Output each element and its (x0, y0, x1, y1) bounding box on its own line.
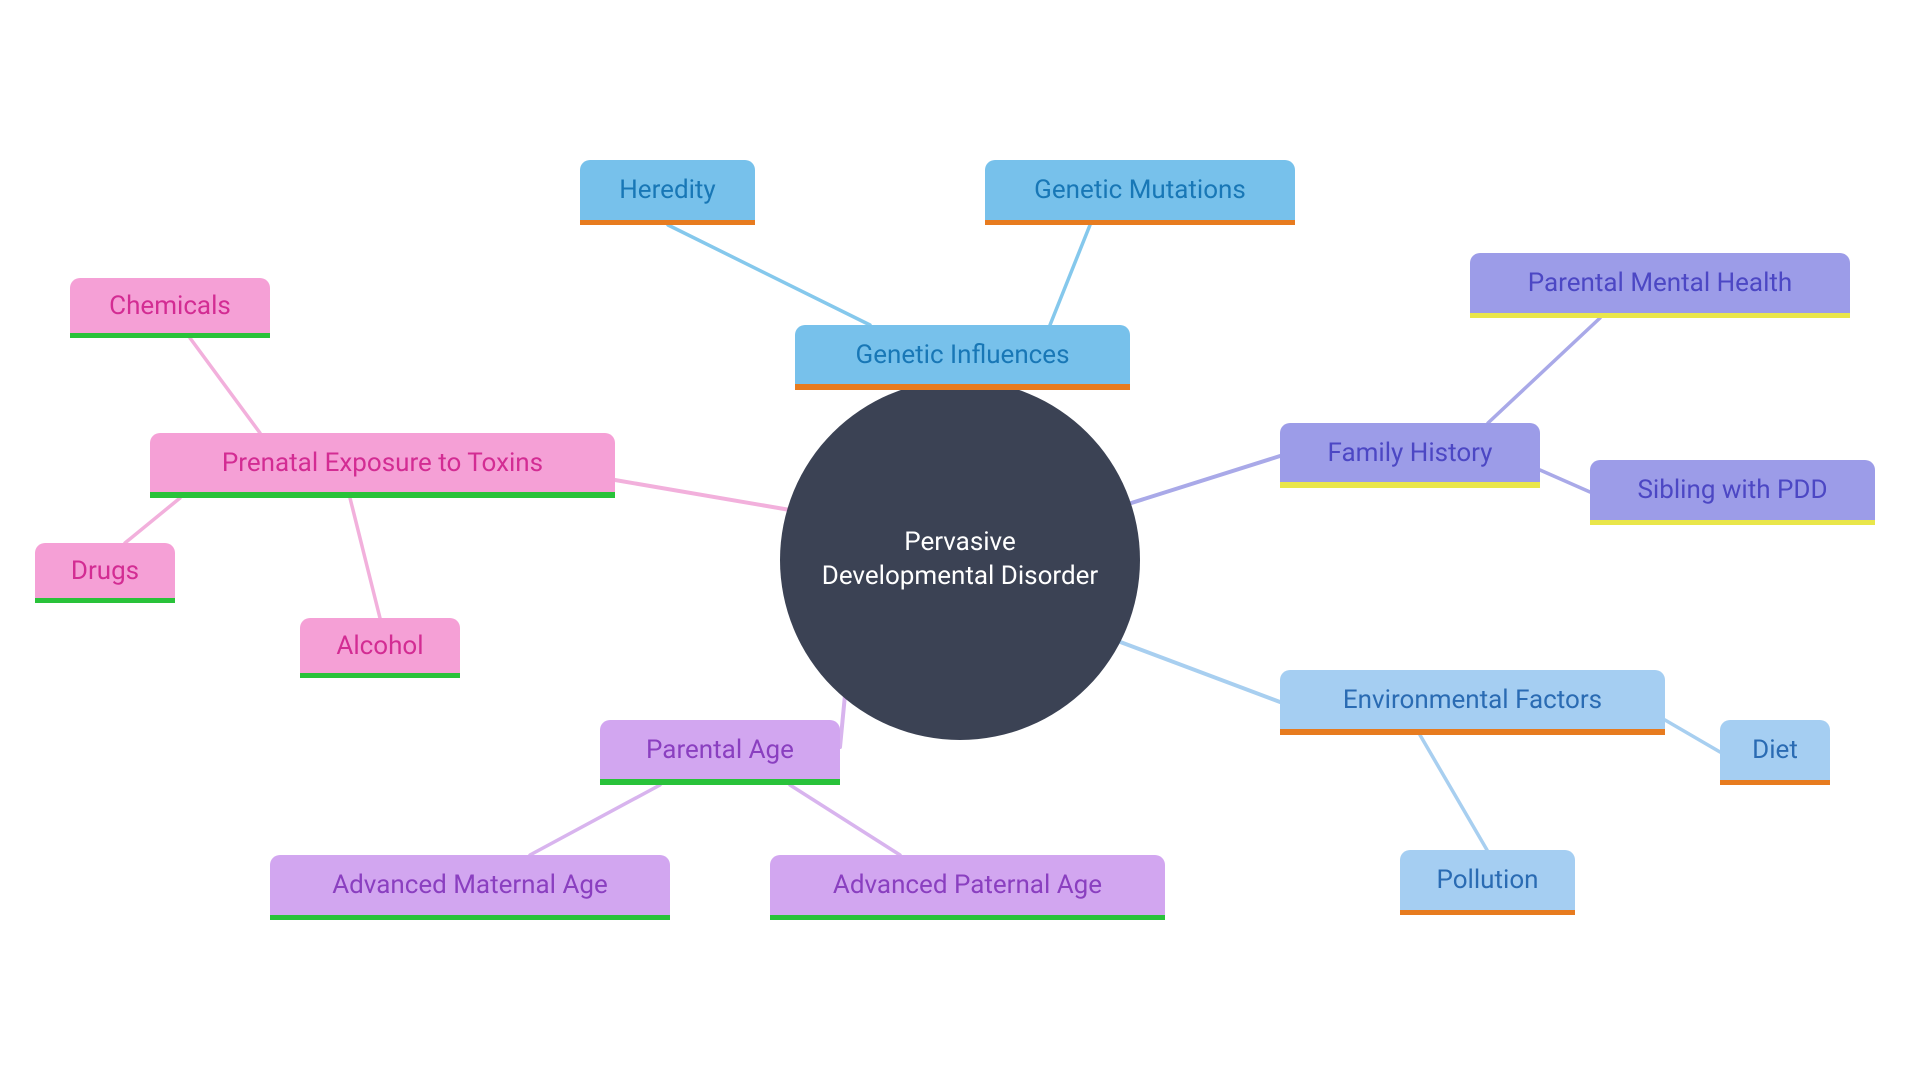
mindmap-canvas: Pervasive Developmental DisorderGenetic … (0, 0, 1920, 1080)
leaf-heredity: Heredity (580, 160, 755, 225)
leaf-parental-mental-health: Parental Mental Health (1470, 253, 1850, 318)
leaf-chemicals: Chemicals (70, 278, 270, 338)
branch-parental_age: Parental Age (600, 720, 840, 785)
leaf-pollution: Pollution (1400, 850, 1575, 915)
branch-environmental: Environmental Factors (1280, 670, 1665, 735)
leaf-sibling-with-pdd: Sibling with PDD (1590, 460, 1875, 525)
center-node: Pervasive Developmental Disorder (780, 380, 1140, 740)
leaf-advanced-paternal-age: Advanced Paternal Age (770, 855, 1165, 920)
leaf-alcohol: Alcohol (300, 618, 460, 678)
leaf-genetic-mutations: Genetic Mutations (985, 160, 1295, 225)
leaf-diet: Diet (1720, 720, 1830, 785)
leaf-drugs: Drugs (35, 543, 175, 603)
branch-toxins: Prenatal Exposure to Toxins (150, 433, 615, 498)
leaf-advanced-maternal-age: Advanced Maternal Age (270, 855, 670, 920)
branch-family: Family History (1280, 423, 1540, 488)
branch-genetic: Genetic Influences (795, 325, 1130, 390)
